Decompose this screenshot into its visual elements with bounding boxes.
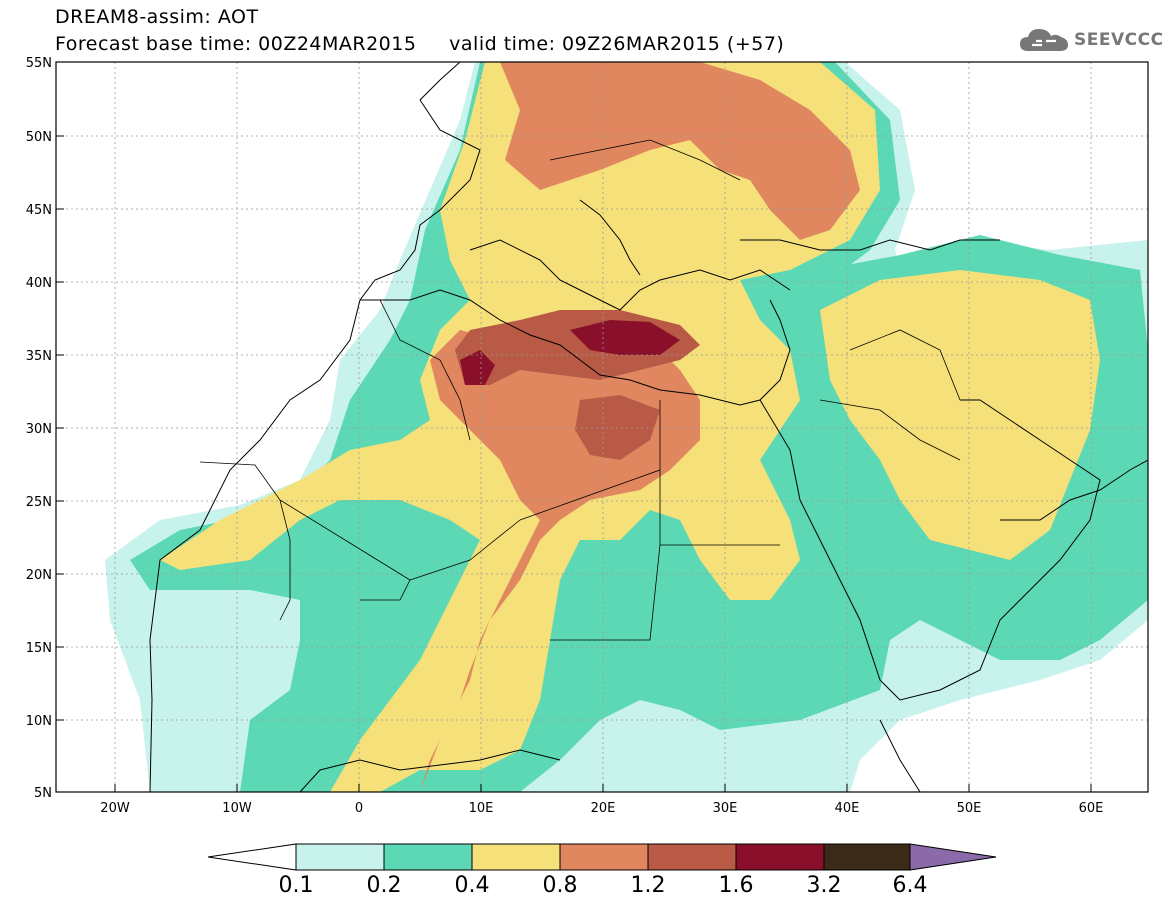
lat-label: 50N [26, 130, 52, 145]
colorbar [207, 843, 997, 871]
colorbar-label: 1.2 [631, 873, 666, 898]
colorbar-label: 0.8 [543, 873, 578, 898]
colorbar-label: 0.2 [367, 873, 402, 898]
lon-label: 50E [957, 801, 982, 816]
map-frame [55, 61, 1149, 793]
aot-contour-1.6 [570, 320, 680, 355]
colorbar-box-7 [823, 843, 911, 871]
lat-label: 5N [34, 786, 52, 801]
aot-contour-1.6-west [460, 350, 495, 385]
colorbar-box-3 [471, 843, 561, 871]
lat-label: 30N [26, 422, 52, 437]
forecast-times: Forecast base time: 00Z24MAR2015 valid t… [55, 33, 785, 55]
lat-label: 35N [26, 349, 52, 364]
lat-label: 10N [26, 714, 52, 729]
aot-contour-1.2-libya [575, 395, 660, 460]
lon-label: 40E [835, 801, 860, 816]
lon-label: 30E [713, 801, 738, 816]
aot-contour-0.4-arabia [820, 270, 1100, 560]
colorbar-over-arrow [909, 843, 997, 871]
colorbar-label: 1.6 [719, 873, 754, 898]
lon-label: 20W [100, 801, 130, 816]
colorbar-label: 0.4 [455, 873, 490, 898]
lat-label: 55N [26, 56, 52, 71]
lat-label: 15N [26, 641, 52, 656]
colorbar-labels: 0.1 0.2 0.4 0.8 1.2 1.6 3.2 6.4 [279, 873, 928, 898]
colorbar-box-5 [647, 843, 737, 871]
lat-label: 25N [26, 495, 52, 510]
axis-ticks [56, 61, 1092, 792]
cloud-icon [1020, 29, 1068, 51]
lon-label: 0 [355, 801, 363, 816]
map-title: DREAM8-assim: AOT [55, 6, 259, 28]
country-borders [199, 139, 961, 641]
colorbar-box-1 [295, 843, 385, 871]
lat-label: 20N [26, 568, 52, 583]
seevccc-logo: SEEVCCC [1018, 25, 1164, 55]
colorbar-box-6 [735, 843, 825, 871]
colorbar-under-arrow [207, 843, 297, 871]
coastlines [149, 62, 1148, 792]
lat-label: 40N [26, 276, 52, 291]
colorbar-box-2 [383, 843, 473, 871]
lon-label: 10E [469, 801, 494, 816]
lon-label: 60E [1079, 801, 1104, 816]
colorbar-label: 3.2 [807, 873, 842, 898]
lon-label: 20E [591, 801, 616, 816]
aot-contour-0.8-north [500, 62, 860, 240]
lon-label: 10W [222, 801, 252, 816]
longitude-labels: 20W 10W 0 10E 20E 30E 40E 50E 60E [100, 801, 1103, 816]
graticule [56, 62, 1148, 792]
aot-field [105, 62, 1148, 792]
colorbar-box-4 [559, 843, 649, 871]
colorbar-label: 6.4 [893, 873, 928, 898]
logo-text: SEEVCCC [1074, 30, 1164, 50]
latitude-labels: 55N 50N 45N 40N 35N 30N 25N 20N 15N 10N … [26, 56, 52, 801]
colorbar-label: 0.1 [279, 873, 314, 898]
lat-label: 45N [26, 203, 52, 218]
